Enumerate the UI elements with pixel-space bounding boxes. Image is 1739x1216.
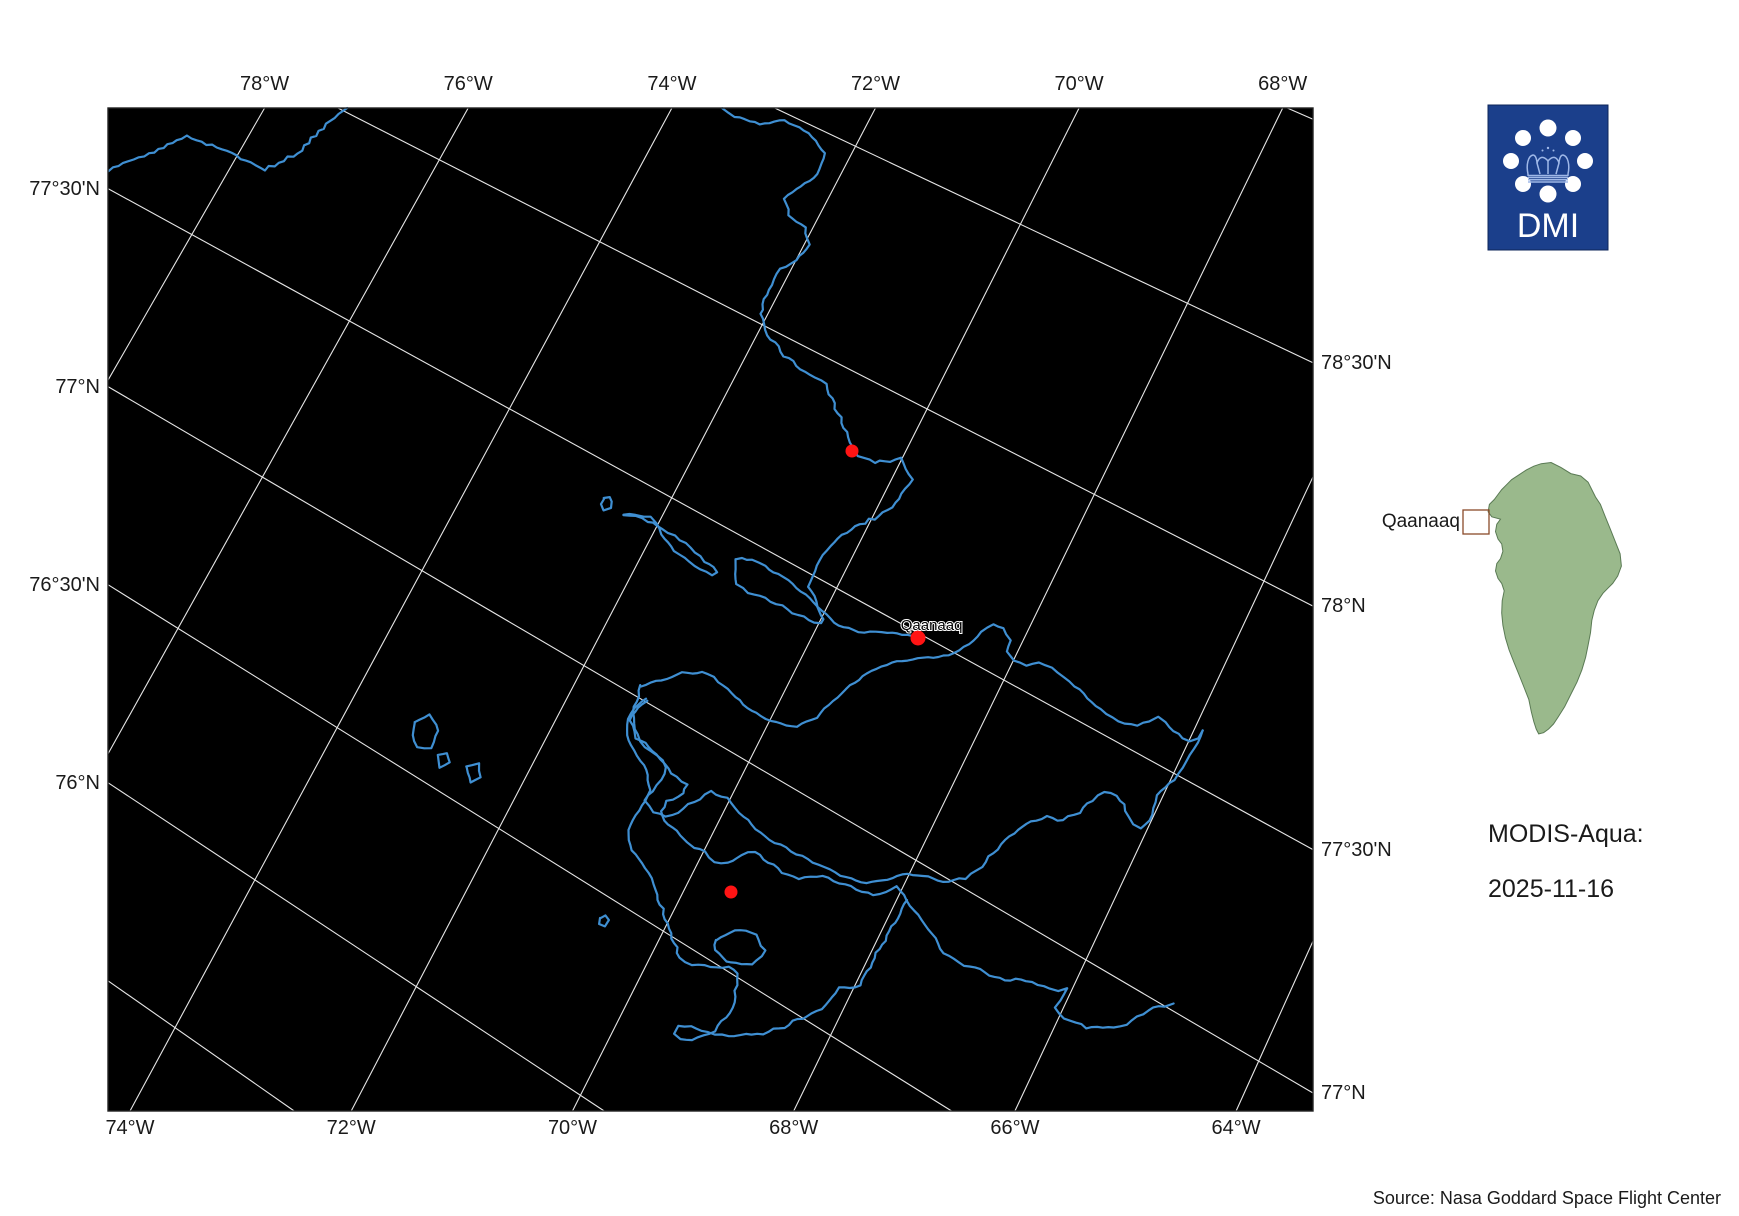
svg-text:Qaanaaq: Qaanaaq <box>1382 511 1460 532</box>
